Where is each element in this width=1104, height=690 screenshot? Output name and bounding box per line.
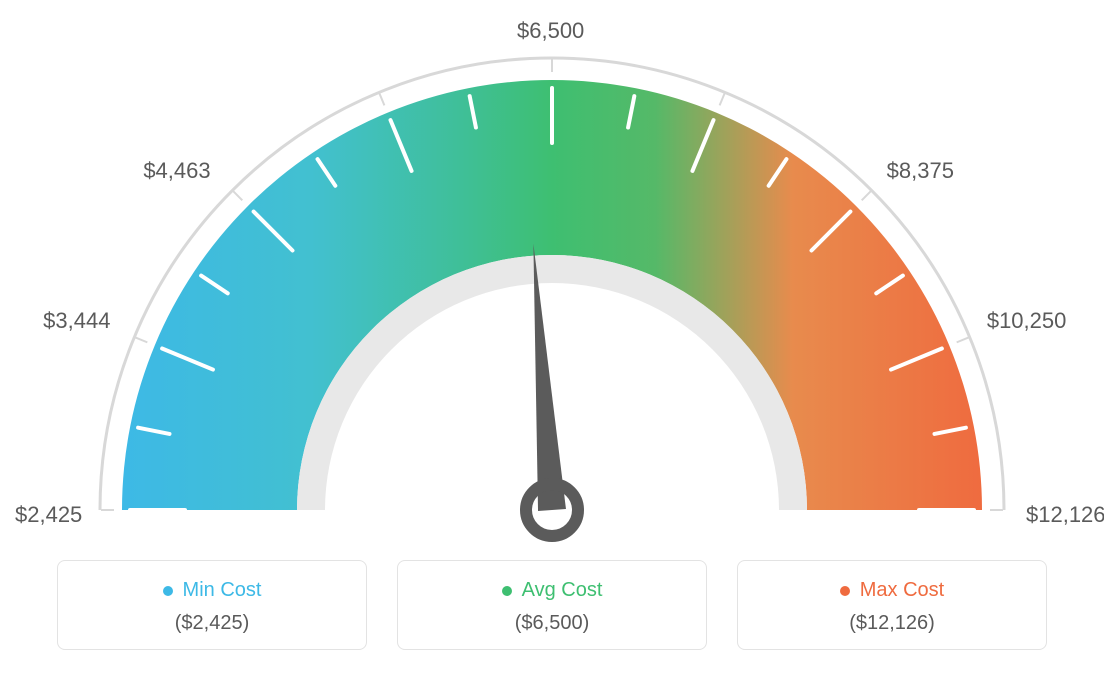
legend-dot-min <box>163 586 173 596</box>
gauge-tick-label: $2,425 <box>15 502 82 528</box>
legend-label-max: Max Cost <box>860 579 944 602</box>
legend-label-row: Avg Cost <box>408 579 696 602</box>
legend-value-min: ($2,425) <box>68 612 356 635</box>
legend-card-max: Max Cost ($12,126) <box>737 560 1047 650</box>
legend-card-min: Min Cost ($2,425) <box>57 560 367 650</box>
legend-row: Min Cost ($2,425) Avg Cost ($6,500) Max … <box>20 560 1084 650</box>
gauge-tick-label: $12,126 <box>1026 502 1104 528</box>
legend-dot-avg <box>502 586 512 596</box>
legend-label-min: Min Cost <box>183 579 262 602</box>
legend-dot-max <box>840 586 850 596</box>
legend-value-avg: ($6,500) <box>408 612 696 635</box>
gauge-svg <box>22 20 1082 550</box>
legend-label-avg: Avg Cost <box>522 579 603 602</box>
gauge-tick-label: $6,500 <box>517 18 584 44</box>
legend-value-max: ($12,126) <box>748 612 1036 635</box>
gauge-tick-label: $8,375 <box>887 158 954 184</box>
legend-card-avg: Avg Cost ($6,500) <box>397 560 707 650</box>
legend-label-row: Min Cost <box>68 579 356 602</box>
gauge-chart: $2,425$3,444$4,463$6,500$8,375$10,250$12… <box>22 20 1082 550</box>
gauge-tick-label: $10,250 <box>987 308 1067 334</box>
gauge-tick-label: $4,463 <box>143 158 210 184</box>
legend-label-row: Max Cost <box>748 579 1036 602</box>
gauge-tick-label: $3,444 <box>43 308 110 334</box>
